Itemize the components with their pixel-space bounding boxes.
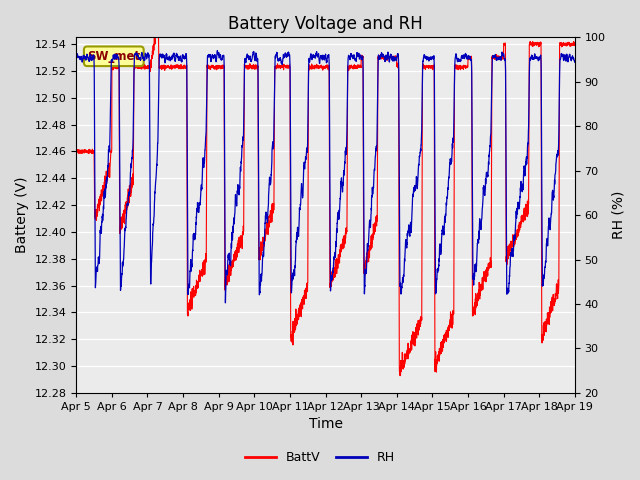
RH <box>214 48 221 53</box>
RH <box>291 268 298 274</box>
Title: Battery Voltage and RH: Battery Voltage and RH <box>228 15 423 33</box>
Y-axis label: RH (%): RH (%) <box>611 191 625 239</box>
BattV <box>72 147 80 153</box>
RH <box>393 55 401 60</box>
RH <box>295 233 303 239</box>
RH <box>136 57 143 62</box>
RH <box>415 161 422 167</box>
Legend: BattV, RH: BattV, RH <box>240 446 400 469</box>
RH <box>333 216 341 221</box>
Text: SW_met: SW_met <box>87 50 140 63</box>
BattV <box>396 373 404 379</box>
BattV <box>294 308 302 313</box>
RH <box>72 56 80 62</box>
BattV <box>393 54 401 60</box>
BattV <box>333 264 341 270</box>
Y-axis label: Battery (V): Battery (V) <box>15 177 29 253</box>
Line: BattV: BattV <box>76 14 575 376</box>
BattV <box>415 325 422 331</box>
RH <box>221 300 229 306</box>
BattV <box>154 12 162 17</box>
BattV <box>571 40 579 46</box>
Line: RH: RH <box>76 50 575 303</box>
RH <box>571 60 579 65</box>
BattV <box>136 64 143 70</box>
X-axis label: Time: Time <box>308 418 342 432</box>
BattV <box>291 329 298 335</box>
